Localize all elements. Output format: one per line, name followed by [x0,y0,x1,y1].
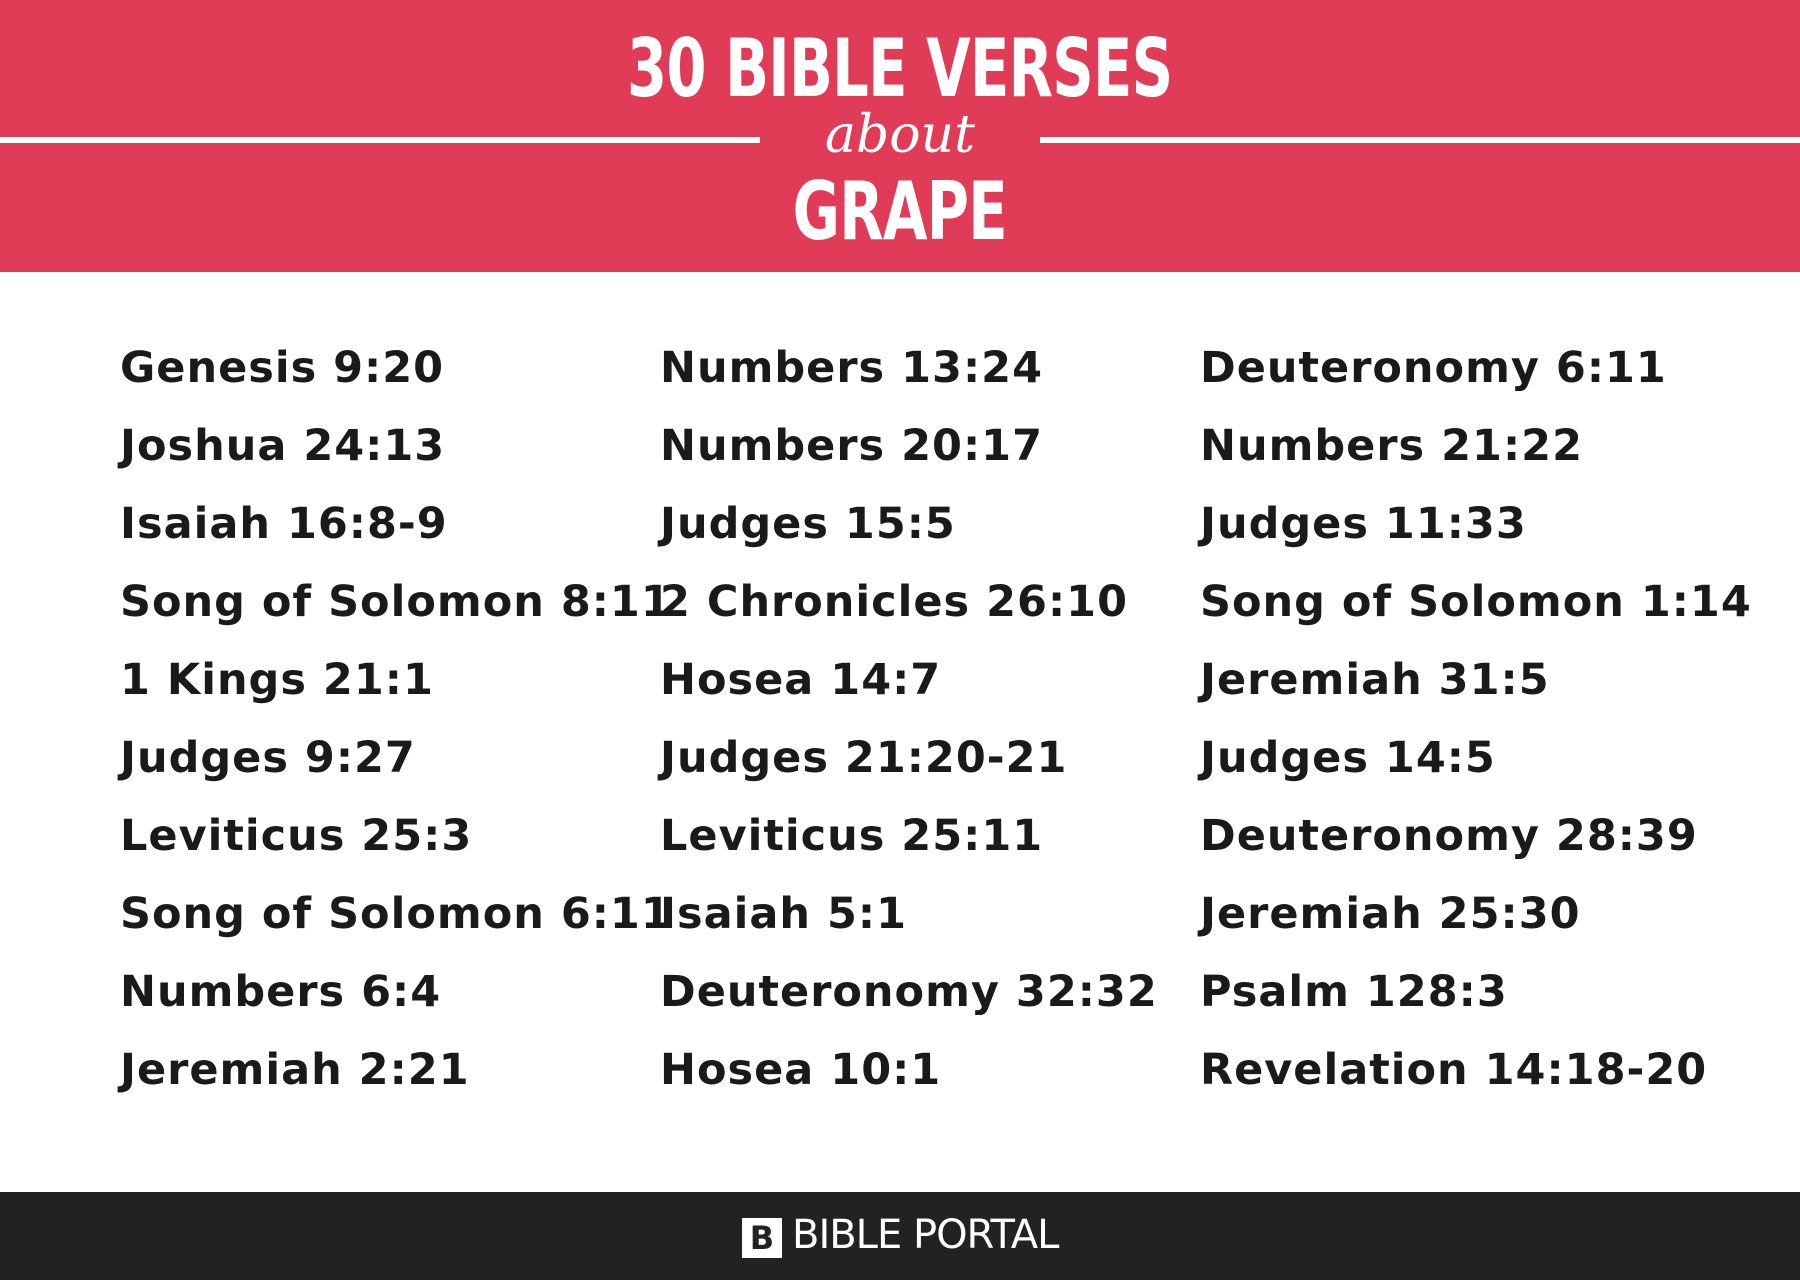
title-text: 30 BIBLE VERSES [627,22,1173,115]
connector: about [825,105,975,165]
verse-reference: Leviticus 25:3 [120,811,473,861]
topic-text: GRAPE [792,165,1008,258]
verse-reference: 1 Kings 21:1 [120,655,434,705]
title: 30 BIBLE VERSES [0,22,1800,115]
topic: GRAPE [0,165,1800,258]
divider [0,137,760,143]
verse-reference: Genesis 9:20 [120,343,445,393]
verse-reference: Judges 14:5 [1200,733,1496,783]
verse-reference: Jeremiah 31:5 [1200,655,1550,705]
verse-reference: Song of Solomon 6:11 [120,889,672,939]
verse-reference: Isaiah 5:1 [660,889,907,939]
verse-reference: 2 Chronicles 26:10 [660,577,1128,627]
verse-reference: Deuteronomy 32:32 [660,967,1158,1017]
verse-reference: Joshua 24:13 [120,421,446,471]
verse-reference: Numbers 6:4 [120,967,442,1017]
verse-reference: Song of Solomon 8:11 [120,577,672,627]
verse-reference: Jeremiah 2:21 [120,1045,470,1095]
verse-reference: Deuteronomy 28:39 [1200,811,1698,861]
footer: B BIBLE PORTAL [0,1192,1800,1280]
verse-reference: Song of Solomon 1:14 [1200,577,1752,627]
verse-reference: Jeremiah 25:30 [1200,889,1581,939]
verse-reference: Judges 9:27 [120,733,416,783]
verse-reference: Numbers 20:17 [660,421,1043,471]
verse-reference: Numbers 21:22 [1200,421,1583,471]
divider [1040,137,1800,143]
verse-reference: Deuteronomy 6:11 [1200,343,1667,393]
verse-reference: Revelation 14:18-20 [1200,1045,1708,1095]
verse-reference: Judges 11:33 [1200,499,1527,549]
verse-reference: Numbers 13:24 [660,343,1043,393]
verse-reference: Hosea 14:7 [660,655,942,705]
brand: BIBLE PORTAL [792,1212,1059,1258]
header: 30 BIBLE VERSES about GRAPE [0,0,1800,272]
verse-reference: Isaiah 16:8-9 [120,499,448,549]
verse-reference: Leviticus 25:11 [660,811,1044,861]
logo: B [742,1218,782,1258]
verse-reference: Judges 15:5 [660,499,956,549]
verse-reference: Hosea 10:1 [660,1045,942,1095]
verse-reference: Psalm 128:3 [1200,967,1508,1017]
verse-reference: Judges 21:20-21 [660,733,1068,783]
